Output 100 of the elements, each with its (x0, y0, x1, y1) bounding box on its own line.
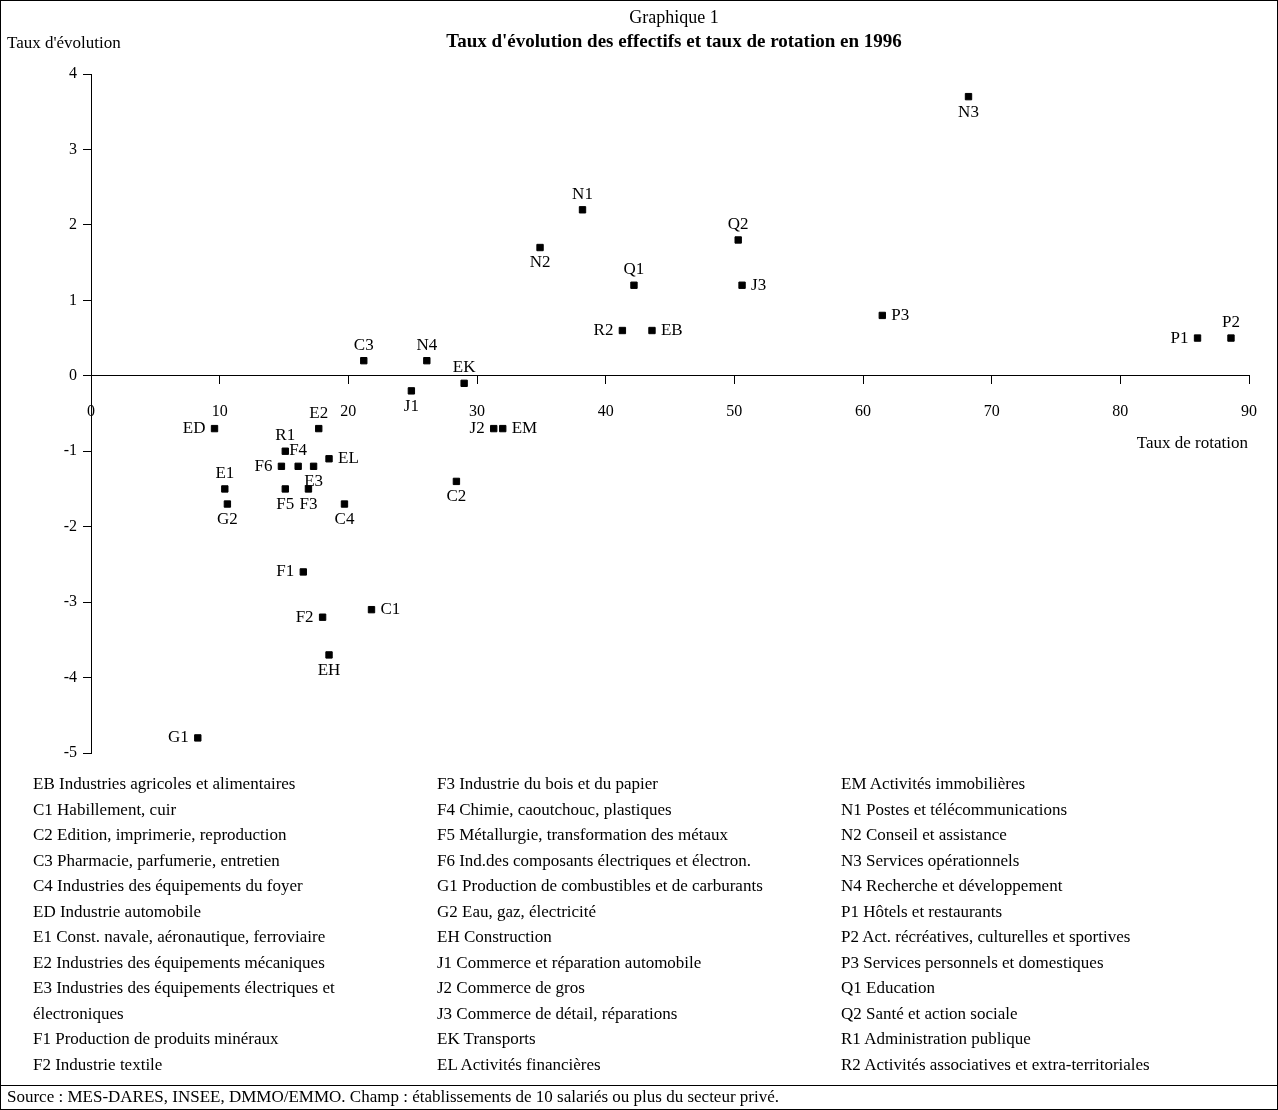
chart-subtitle: Taux d'évolution des effectifs et taux de rotation en 1996 (446, 30, 902, 51)
text: E2 Industries des équipements mécaniques (33, 951, 326, 974)
text: F5 Métallurgie, transformation des métaux (437, 824, 729, 846)
text: J3 Commerce de détail, réparations (437, 1002, 679, 1025)
y-axis-title: Taux d'évolution (7, 33, 122, 52)
data-label: EM (511, 418, 538, 438)
y-tick-label: -4 (63, 667, 77, 685)
data-label: P1 (1170, 327, 1189, 347)
x-tick-label: 70 (983, 401, 1000, 419)
text: P3 Services personnels et domestiques (841, 951, 1105, 974)
text: F1 Production de produits minéraux (33, 1028, 280, 1050)
data-label: R2 (593, 319, 614, 339)
text: N2 Conseil et assistance (841, 824, 1008, 846)
text: C1 Habillement, cuir (33, 798, 178, 821)
y-tick-label: 2 (69, 215, 77, 233)
text: P1 Hôtels et restaurants (841, 900, 1003, 923)
text: G2 Eau, gaz, électricité (437, 900, 598, 923)
text: EK Transports (437, 1028, 537, 1050)
data-label: J1 (403, 395, 419, 415)
data-label: G1 (168, 727, 189, 747)
data-label: G2 (217, 509, 238, 528)
point (460, 379, 468, 387)
x-tick-label: 90 (1241, 401, 1257, 419)
point (325, 455, 333, 463)
data-label: F2 (295, 606, 314, 626)
text: EM Activités immobilières (841, 773, 1027, 795)
source-note: Source : MES-DARES, INSEE, DMMO/EMMO. Champ : établissements de 10 salariés ou plus du secteur privé. (7, 1087, 779, 1107)
text: F6 Ind.des composants électriques et électron. (437, 849, 752, 872)
x-tick-label: 30 (469, 401, 485, 419)
point (452, 477, 461, 486)
text: F4 Chimie, caoutchouc, plastiques (437, 798, 673, 821)
point (964, 92, 973, 101)
point (194, 734, 202, 742)
y-tick-label: -5 (63, 743, 77, 761)
data-label: F1 (276, 561, 295, 581)
text: J1 Commerce et réparation automobile (437, 951, 703, 974)
point (1193, 334, 1202, 342)
point (618, 326, 627, 335)
data-label: E3 (304, 471, 324, 491)
point (340, 500, 349, 508)
data-label: EK (452, 357, 477, 377)
point (210, 424, 219, 433)
y-tick-label: 0 (69, 365, 77, 383)
text: EL Activités financières (437, 1053, 602, 1076)
text: E3 Industries des équipements électriques et électroniques (33, 977, 336, 1025)
text: C4 Industries des équipements du foyer (33, 875, 304, 897)
x-tick-label: 40 (597, 401, 614, 419)
x-tick-label: 20 (340, 401, 357, 419)
text: N3 Services opérationnels (841, 849, 1021, 872)
data-label: EH (317, 659, 341, 679)
data-label: Q1 (623, 259, 645, 279)
y-tick-label: 3 (69, 139, 77, 157)
point (318, 613, 327, 621)
text: C3 Pharmacie, parfumerie, entretien (33, 849, 281, 872)
y-tick-label: -1 (63, 441, 77, 459)
point (630, 281, 638, 289)
point (578, 206, 587, 214)
point (221, 485, 229, 493)
point (499, 424, 507, 433)
point (277, 462, 286, 470)
y-tick-label: -2 (63, 516, 77, 534)
data-label: EB (660, 319, 683, 339)
point (1227, 334, 1235, 342)
point (423, 357, 431, 365)
text: E1 Const. navale, aéronautique, ferroviaire (33, 926, 327, 948)
point (309, 462, 318, 470)
data-label: N4 (416, 334, 438, 354)
y-tick-label: -3 (63, 592, 77, 610)
chart-title: Graphique 1 (629, 7, 719, 27)
point (281, 447, 289, 455)
point (738, 281, 746, 289)
text: N1 Postes et télécommunications (841, 798, 1069, 821)
point (490, 424, 498, 433)
text: C2 Edition, imprimerie, reproduction (33, 824, 288, 846)
x-tick-label: 60 (855, 401, 871, 419)
data-label: EL (338, 448, 359, 468)
text: Q2 Santé et action sociale (841, 1002, 1019, 1025)
x-axis-title: Taux de rotation (1136, 432, 1249, 452)
data-label: ED (182, 418, 206, 438)
x-tick-label: 10 (211, 401, 228, 419)
data-label: F5 (276, 493, 295, 513)
point (407, 387, 416, 395)
data-label: Q2 (727, 213, 749, 233)
data-label: N1 (572, 183, 593, 203)
point (325, 651, 333, 659)
point (299, 568, 307, 576)
data-label: F3 (299, 493, 318, 513)
x-tick-label: 50 (726, 401, 743, 419)
point (281, 485, 289, 493)
point (367, 605, 376, 614)
point (734, 236, 742, 244)
text: R2 Activités associatives et extra-territoriales (841, 1053, 1151, 1076)
text: G1 Production de combustibles et de carburants (437, 875, 764, 897)
point (878, 311, 886, 320)
data-label: C2 (446, 486, 467, 506)
point (315, 424, 323, 433)
text: ED Industrie automobile (33, 900, 203, 923)
data-label: E1 (215, 462, 235, 482)
text: J2 Commerce de gros (437, 977, 586, 999)
point (360, 357, 368, 365)
